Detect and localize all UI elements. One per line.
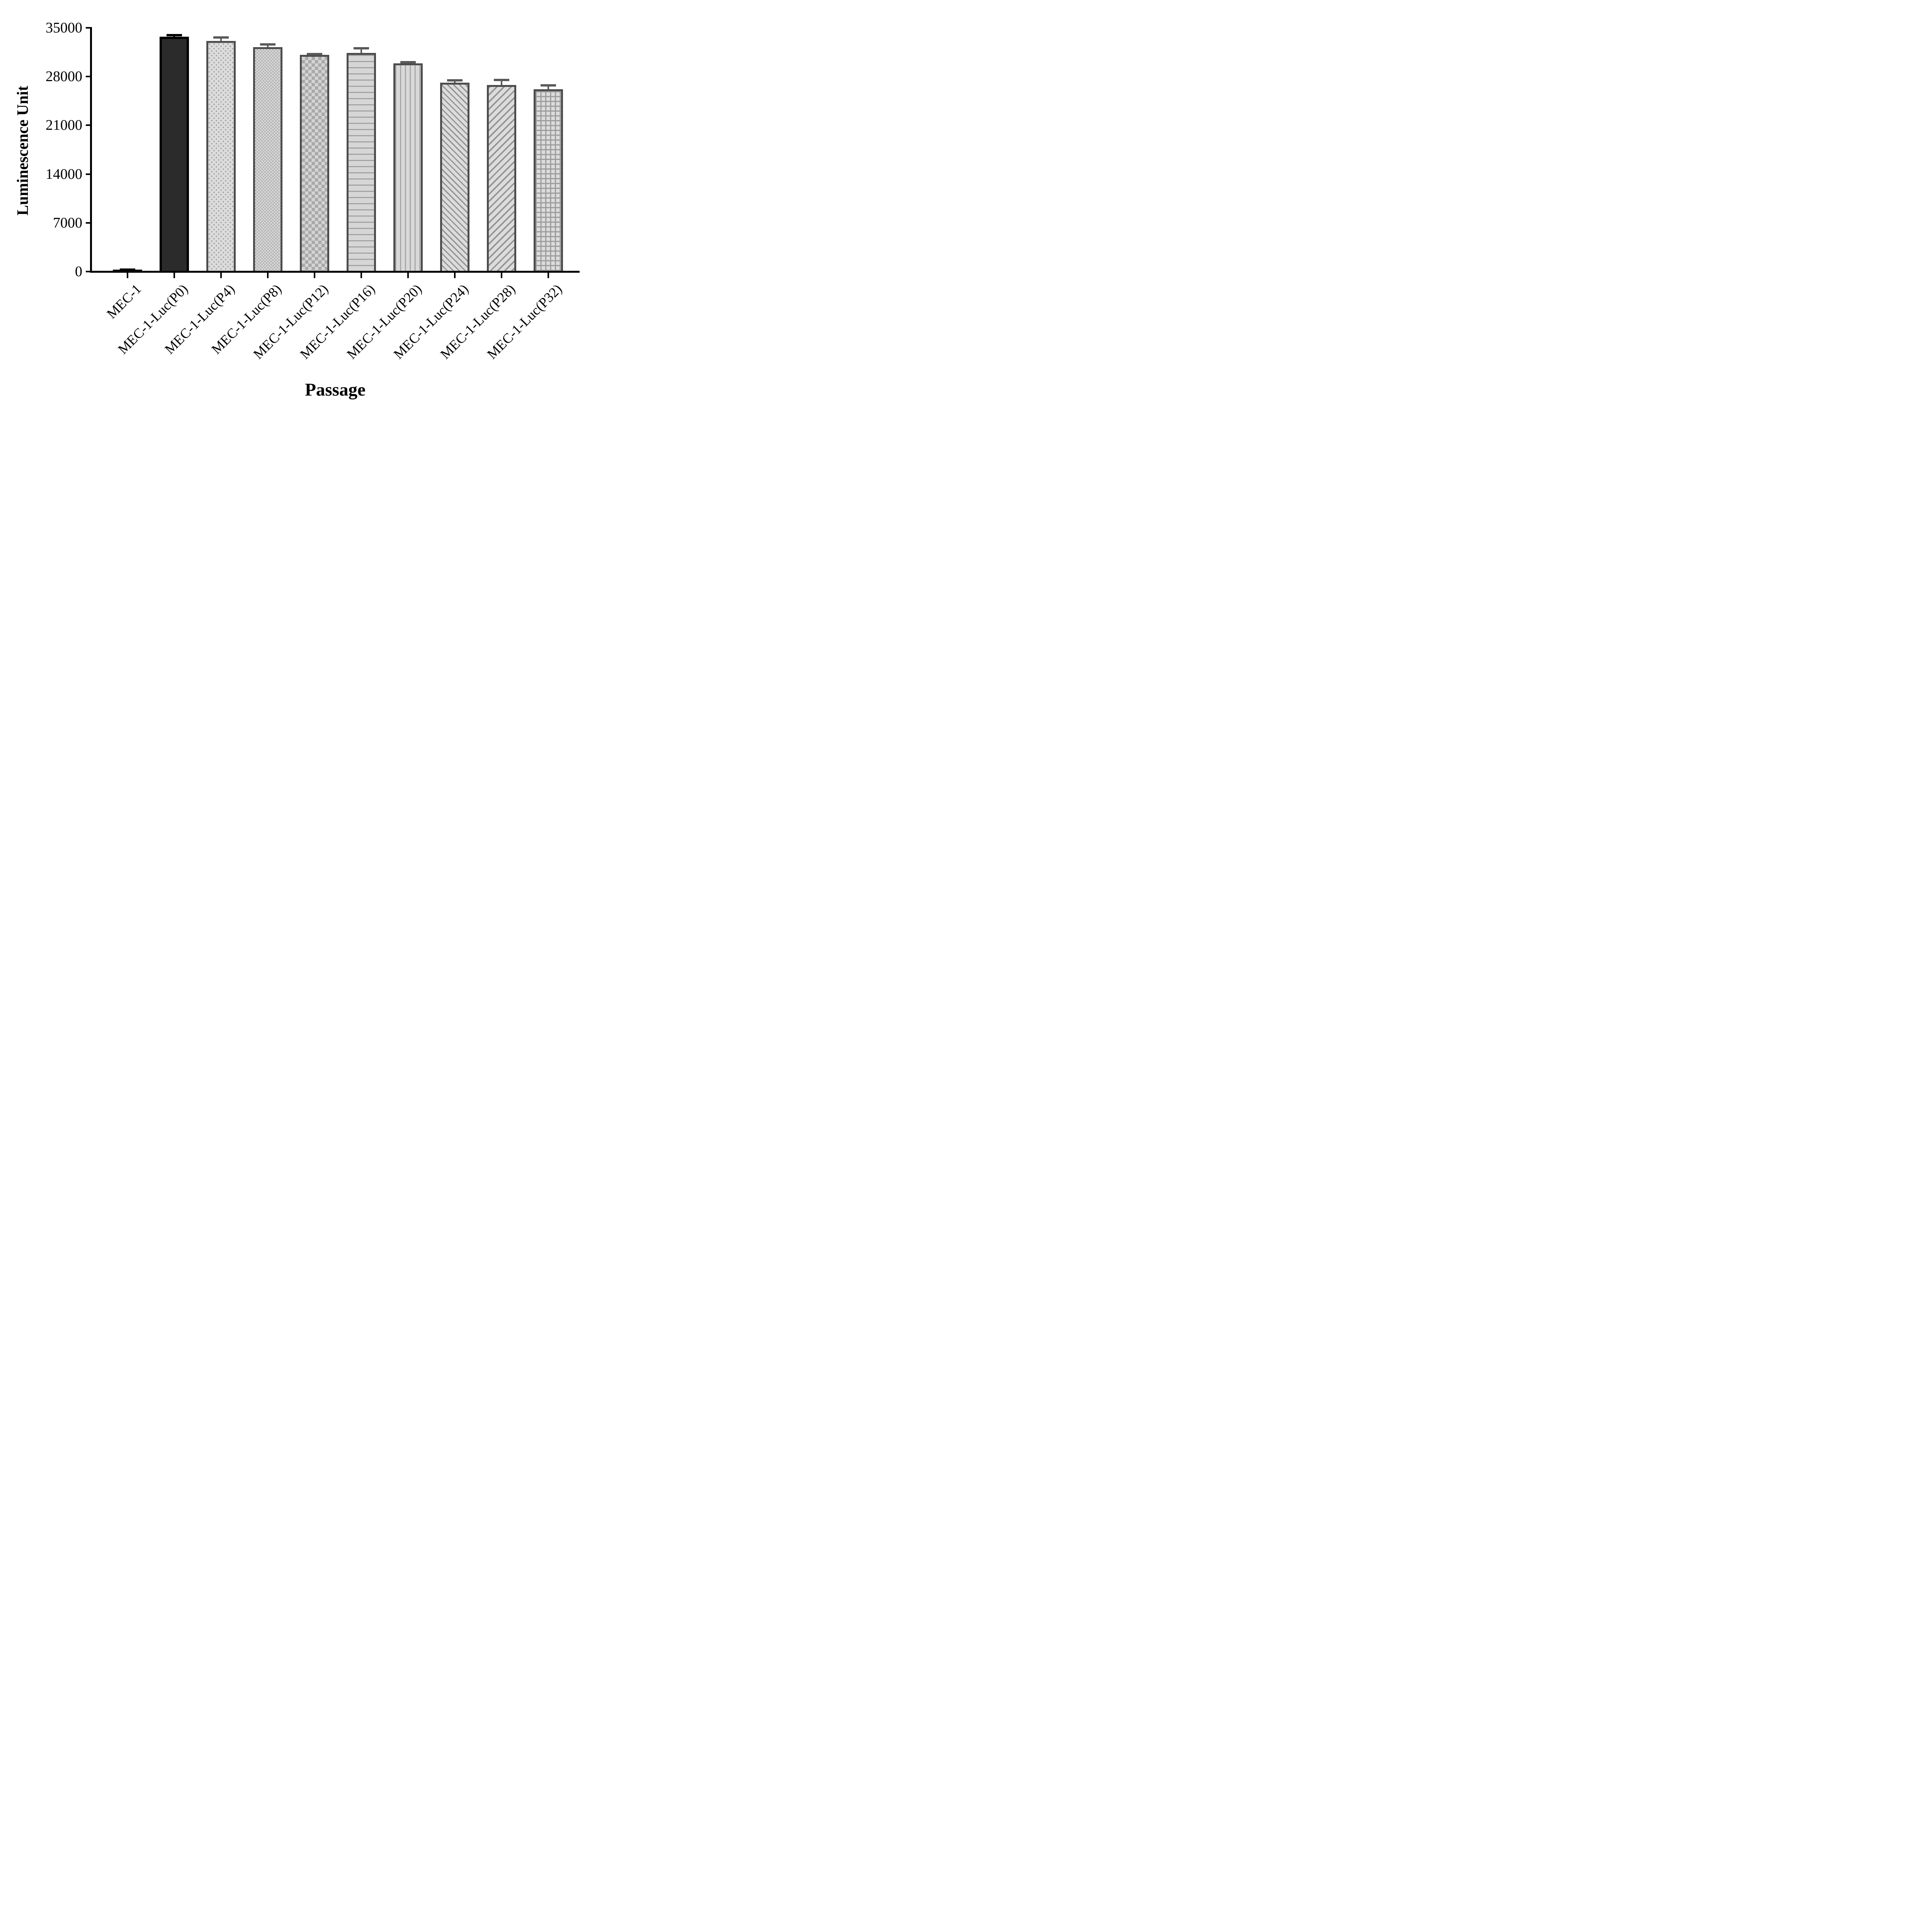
y-tick-mark [86,222,91,224]
error-bar-stem [361,47,362,53]
bar-MEC-1-Luc(P4) [206,41,236,272]
error-bar-cap [307,53,322,55]
y-tick-mark [86,76,91,78]
y-tick-label: 14000 [46,166,82,182]
bar-MEC-1-Luc(P28) [487,85,516,272]
bar-MEC-1-Luc(P16) [347,53,376,272]
x-tick-mark [548,273,549,278]
x-tick-mark [314,273,315,278]
y-axis-line [90,27,92,273]
x-tick-mark [220,273,222,278]
x-tick-mark [501,273,502,278]
x-tick-mark [407,273,409,278]
error-bar-cap [494,78,509,81]
bar-MEC-1-Luc(P0) [160,37,189,272]
error-bar-cap [120,268,135,271]
error-bar-cap [400,61,416,63]
error-bar-cap [354,47,369,49]
x-axis-line [90,271,580,273]
x-tick-mark [127,273,128,278]
y-axis-title-text: Luminescence Unit [14,86,31,216]
error-bar-stem [548,84,549,89]
y-tick-label: 7000 [53,214,82,231]
bar-MEC-1-Luc(P12) [300,55,329,272]
y-tick-mark [86,173,91,175]
y-tick-label: 35000 [46,20,82,36]
error-bar-cap [167,34,182,37]
bar-MEC-1-Luc(P20) [393,63,423,272]
x-tick-mark [361,273,362,278]
y-tick-label: 21000 [46,117,82,134]
error-bar-cap [447,79,463,82]
bar-MEC-1-Luc(P32) [534,89,563,272]
bar-chart-figure: Luminescence Unit 0 7000 14000 21000 28000 35… [0,0,606,423]
x-tick-mark [454,273,456,278]
y-tick-label: 28000 [46,68,82,85]
error-bar-cap [541,84,556,87]
bar-MEC-1-Luc(P24) [440,83,469,272]
error-bar-stem [501,78,502,85]
y-tick-label: 0 [75,263,82,280]
error-bar-stem [220,36,222,41]
y-tick-mark [86,27,91,29]
y-tick-mark [86,124,91,126]
x-tick-mark [267,273,269,278]
x-axis-title: Passage [305,380,366,400]
x-tick-mark [173,273,175,278]
error-bar-cap [213,36,229,39]
x-tick-label-text: MEC-1 [104,281,144,322]
error-bar-cap [260,43,276,46]
bar-MEC-1-Luc(P8) [253,47,282,272]
y-tick-mark [86,271,91,272]
